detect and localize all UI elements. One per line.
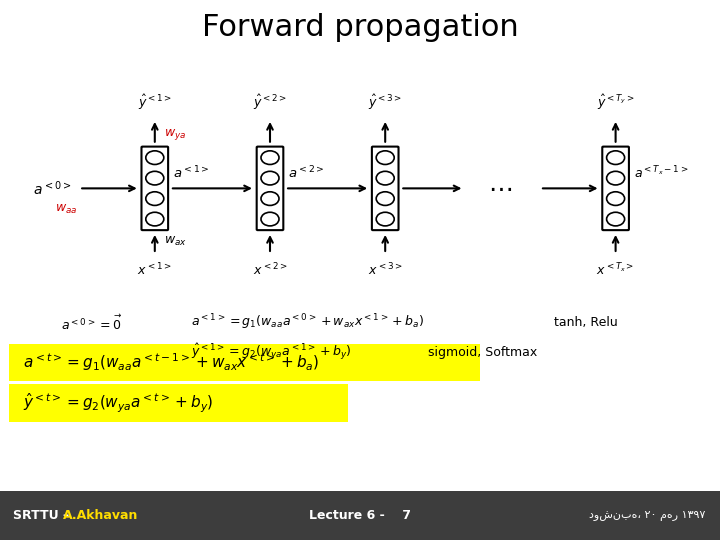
Text: $a^{<0>}$: $a^{<0>}$ [32, 179, 71, 198]
Circle shape [376, 151, 395, 165]
Circle shape [145, 212, 163, 226]
Text: $x^{<1>}$: $x^{<1>}$ [138, 262, 172, 279]
Circle shape [606, 151, 625, 165]
Text: $a^{<0>} = \overset{\rightarrow}{0}$: $a^{<0>} = \overset{\rightarrow}{0}$ [61, 312, 123, 333]
Text: sigmoid, Softmax: sigmoid, Softmax [428, 346, 538, 359]
Text: $a^{<1>}$: $a^{<1>}$ [173, 165, 210, 181]
Text: $\hat{y}^{<t>} = g_2(w_{ya}a^{<t>} + b_y)$: $\hat{y}^{<t>} = g_2(w_{ya}a^{<t>} + b_y… [23, 391, 214, 415]
Text: $\hat{y}^{<2>}$: $\hat{y}^{<2>}$ [253, 93, 287, 112]
Circle shape [376, 192, 395, 205]
Circle shape [376, 212, 395, 226]
Circle shape [261, 192, 279, 205]
FancyBboxPatch shape [602, 146, 629, 230]
Text: $\hat{y}^{<1>} = g_2(w_{ya}a^{<1>} + b_y)$: $\hat{y}^{<1>} = g_2(w_{ya}a^{<1>} + b_y… [191, 342, 351, 362]
Circle shape [606, 171, 625, 185]
Text: $a^{<1>} = g_1(w_{aa}a^{<0>} + w_{ax}x^{<1>} + b_a)$: $a^{<1>} = g_1(w_{aa}a^{<0>} + w_{ax}x^{… [191, 312, 424, 332]
Text: Forward propagation: Forward propagation [202, 13, 518, 42]
Circle shape [145, 151, 163, 165]
FancyBboxPatch shape [9, 344, 480, 381]
Circle shape [261, 171, 279, 185]
Text: $w_{ya}$: $w_{ya}$ [164, 127, 186, 143]
Text: $a^{<T_x-1>}$: $a^{<T_x-1>}$ [634, 165, 688, 181]
Text: $x^{<T_x>}$: $x^{<T_x>}$ [596, 262, 635, 279]
Text: SRTTU –: SRTTU – [13, 509, 73, 522]
Text: $\hat{y}^{<3>}$: $\hat{y}^{<3>}$ [368, 93, 402, 112]
Circle shape [145, 192, 163, 205]
Text: $\hat{y}^{<T_y>}$: $\hat{y}^{<T_y>}$ [597, 93, 634, 112]
Text: $\hat{y}^{<1>}$: $\hat{y}^{<1>}$ [138, 93, 172, 112]
Text: $\cdots$: $\cdots$ [488, 177, 513, 200]
Circle shape [145, 171, 163, 185]
Circle shape [606, 192, 625, 205]
Text: $x^{<3>}$: $x^{<3>}$ [368, 262, 402, 279]
Text: $x^{<2>}$: $x^{<2>}$ [253, 262, 287, 279]
Text: A.Akhavan: A.Akhavan [63, 509, 139, 522]
Text: دوشنبه، ۲۰ مهر ۱۳۹۷: دوشنبه، ۲۰ مهر ۱۳۹۷ [589, 511, 706, 521]
Circle shape [376, 171, 395, 185]
Text: Lecture 6 -    7: Lecture 6 - 7 [309, 509, 411, 522]
Text: $w_{ax}$: $w_{ax}$ [164, 235, 187, 248]
Circle shape [261, 151, 279, 165]
Text: $a^{<2>}$: $a^{<2>}$ [288, 165, 325, 181]
FancyBboxPatch shape [142, 146, 168, 230]
Text: $a^{<t>} = g_1(w_{aa}a^{<t-1>} + w_{ax}x^{<t>} + b_a)$: $a^{<t>} = g_1(w_{aa}a^{<t-1>} + w_{ax}x… [23, 352, 320, 373]
FancyBboxPatch shape [257, 146, 284, 230]
Text: tanh, Relu: tanh, Relu [554, 316, 618, 329]
Circle shape [261, 212, 279, 226]
FancyBboxPatch shape [372, 146, 399, 230]
Text: $w_{aa}$: $w_{aa}$ [55, 202, 78, 215]
Circle shape [606, 212, 625, 226]
FancyBboxPatch shape [9, 384, 348, 422]
